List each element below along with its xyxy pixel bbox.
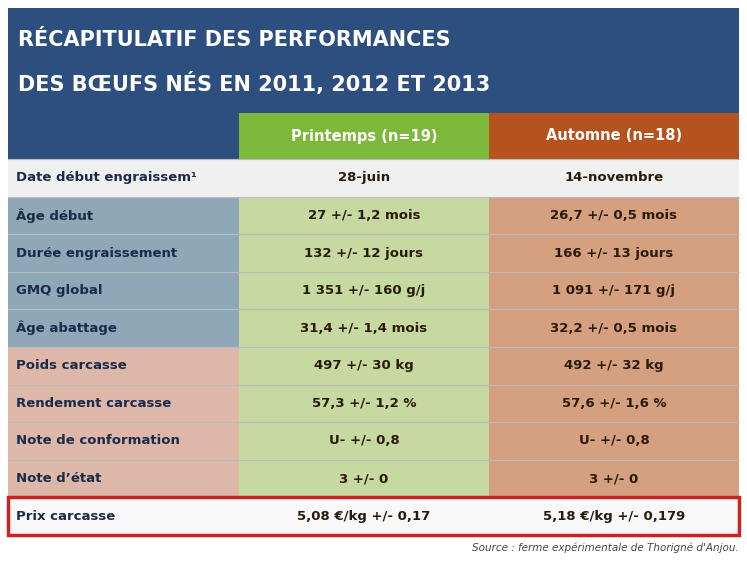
Text: U- +/- 0,8: U- +/- 0,8 xyxy=(579,435,649,448)
Text: 3 +/- 0: 3 +/- 0 xyxy=(589,472,639,485)
Bar xyxy=(489,498,739,535)
Bar xyxy=(8,498,239,535)
Text: Âge abattage: Âge abattage xyxy=(16,321,117,336)
Bar xyxy=(489,113,739,159)
Text: 27 +/- 1,2 mois: 27 +/- 1,2 mois xyxy=(308,209,421,222)
Bar xyxy=(8,310,239,347)
Text: 166 +/- 13 jours: 166 +/- 13 jours xyxy=(554,247,674,260)
Text: Note d’état: Note d’état xyxy=(16,472,102,485)
Bar xyxy=(239,310,489,347)
Text: RÉCAPITULATIF DES PERFORMANCES: RÉCAPITULATIF DES PERFORMANCES xyxy=(18,30,450,49)
Text: 497 +/- 30 kg: 497 +/- 30 kg xyxy=(314,360,414,372)
Text: Printemps (n=19): Printemps (n=19) xyxy=(291,128,437,144)
Text: GMQ global: GMQ global xyxy=(16,284,102,297)
Bar xyxy=(489,460,739,498)
Bar xyxy=(239,460,489,498)
Bar xyxy=(489,347,739,385)
Text: Âge début: Âge début xyxy=(16,208,93,223)
Text: 57,3 +/- 1,2 %: 57,3 +/- 1,2 % xyxy=(311,397,416,410)
Text: 28-juin: 28-juin xyxy=(338,172,390,184)
Bar xyxy=(8,460,239,498)
Bar xyxy=(8,197,239,234)
Text: 57,6 +/- 1,6 %: 57,6 +/- 1,6 % xyxy=(562,397,666,410)
Bar xyxy=(8,234,239,272)
Bar xyxy=(8,385,239,422)
Text: 492 +/- 32 kg: 492 +/- 32 kg xyxy=(564,360,664,372)
Bar xyxy=(8,422,239,460)
Bar xyxy=(489,159,739,197)
Bar xyxy=(239,422,489,460)
Text: DES BŒUFS NÉS EN 2011, 2012 ET 2013: DES BŒUFS NÉS EN 2011, 2012 ET 2013 xyxy=(18,72,490,95)
Bar xyxy=(489,385,739,422)
Bar xyxy=(239,197,489,234)
Bar xyxy=(8,159,239,197)
Bar xyxy=(239,498,489,535)
Text: 1 091 +/- 171 g/j: 1 091 +/- 171 g/j xyxy=(553,284,675,297)
Text: Source : ferme expérimentale de Thorigné d'Anjou.: Source : ferme expérimentale de Thorigné… xyxy=(472,542,739,553)
Bar xyxy=(489,310,739,347)
Bar xyxy=(239,113,489,159)
Text: 132 +/- 12 jours: 132 +/- 12 jours xyxy=(305,247,424,260)
Text: 5,08 €/kg +/- 0,17: 5,08 €/kg +/- 0,17 xyxy=(297,509,430,523)
Bar xyxy=(8,347,239,385)
Text: Automne (n=18): Automne (n=18) xyxy=(546,128,682,144)
Bar xyxy=(489,234,739,272)
Text: Note de conformation: Note de conformation xyxy=(16,435,180,448)
Bar xyxy=(239,385,489,422)
Bar xyxy=(8,8,739,113)
Text: 1 351 +/- 160 g/j: 1 351 +/- 160 g/j xyxy=(303,284,426,297)
Bar xyxy=(239,272,489,310)
Text: Rendement carcasse: Rendement carcasse xyxy=(16,397,171,410)
Text: 3 +/- 0: 3 +/- 0 xyxy=(339,472,388,485)
Bar xyxy=(239,347,489,385)
Text: 26,7 +/- 0,5 mois: 26,7 +/- 0,5 mois xyxy=(551,209,678,222)
Text: U- +/- 0,8: U- +/- 0,8 xyxy=(329,435,400,448)
Bar xyxy=(8,498,739,535)
Text: 5,18 €/kg +/- 0,179: 5,18 €/kg +/- 0,179 xyxy=(543,509,685,523)
Text: Poids carcasse: Poids carcasse xyxy=(16,360,127,372)
Bar xyxy=(8,272,239,310)
Text: Durée engraissement: Durée engraissement xyxy=(16,247,177,260)
Bar xyxy=(489,197,739,234)
Bar xyxy=(489,422,739,460)
Bar xyxy=(239,159,489,197)
Bar xyxy=(489,272,739,310)
Text: 31,4 +/- 1,4 mois: 31,4 +/- 1,4 mois xyxy=(300,321,427,335)
Bar xyxy=(8,113,239,159)
Text: 14-novembre: 14-novembre xyxy=(565,172,663,184)
Bar xyxy=(239,234,489,272)
Text: 32,2 +/- 0,5 mois: 32,2 +/- 0,5 mois xyxy=(551,321,678,335)
Text: Date début engraissem¹: Date début engraissem¹ xyxy=(16,172,197,184)
Text: Prix carcasse: Prix carcasse xyxy=(16,509,115,523)
